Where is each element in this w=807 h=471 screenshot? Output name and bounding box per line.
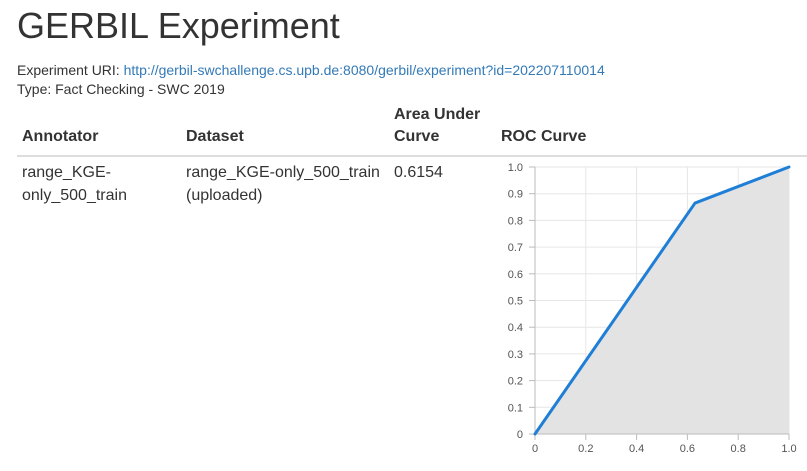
y-tick-0.7: 0.7 [508,242,523,254]
roc-line-0 [533,165,791,436]
dataset-header: Dataset [186,128,244,145]
y-tick-0.3: 0.3 [508,349,523,361]
experiment-uri-line: Experiment URI: http://gerbil-swchalleng… [17,60,605,80]
annotator-line2: only_500_train [22,187,127,204]
x-tick-0.6: 0.6 [680,443,695,455]
experiment-type: Type: Fact Checking - SWC 2019 [17,81,225,97]
annotator-line1: range_KGE- [22,164,111,181]
table-header-divider [17,155,807,157]
y-tick-0: 0 [517,429,523,441]
dataset-line2: (uploaded) [186,187,263,204]
chart-line-group [533,165,791,436]
y-tick-0.1: 0.1 [508,402,523,414]
y-tick-0.4: 0.4 [508,322,523,334]
x-tick-0.8: 0.8 [731,443,746,455]
x-tick-1.0: 1.0 [781,443,796,455]
auc-header-line2: Curve [394,128,440,145]
chart-area-group [535,167,789,434]
y-tick-0.2: 0.2 [508,376,523,388]
experiment-uri-link[interactable]: http://gerbil-swchallenge.cs.upb.de:8080… [123,62,605,78]
y-tick-0.6: 0.6 [508,269,523,281]
page-title: GERBIL Experiment [17,5,340,46]
chart-axes [529,166,790,440]
dataset-cell: range_KGE-only_500_train (uploaded) [186,161,380,207]
annotator-header: Annotator [22,128,99,145]
auc-value: 0.6154 [394,164,443,181]
roc-chart: 0 0.2 0.4 0.6 0.8 1.0 00.10.20.30.40.50.60.70… [508,162,797,455]
experiment-uri-label: Experiment URI: [17,62,120,78]
dataset-line1: range_KGE-only_500_train [186,164,380,181]
auc-header-line1: Area Under [394,106,481,123]
x-tick-labels: 0 0.2 0.4 0.6 0.8 1.0 [532,443,797,455]
annotator-cell: range_KGE- only_500_train [22,161,127,207]
x-tick-0: 0 [532,443,538,455]
y-tick-0.8: 0.8 [508,215,523,227]
x-tick-0.2: 0.2 [578,443,593,455]
roc-header: ROC Curve [501,128,587,145]
auc-header: Area Under Curve [394,104,480,148]
roc-area-0 [535,167,789,434]
x-tick-0.4: 0.4 [629,443,644,455]
y-tick-1.0: 1.0 [508,162,523,174]
y-tick-0.9: 0.9 [508,189,523,201]
y-tick-labels: 0 0.1 0.2 0.3 0.4 0.5 0.6 0.7 0.8 0.9 1.0 [508,162,523,441]
y-tick-0.5: 0.5 [508,296,523,308]
